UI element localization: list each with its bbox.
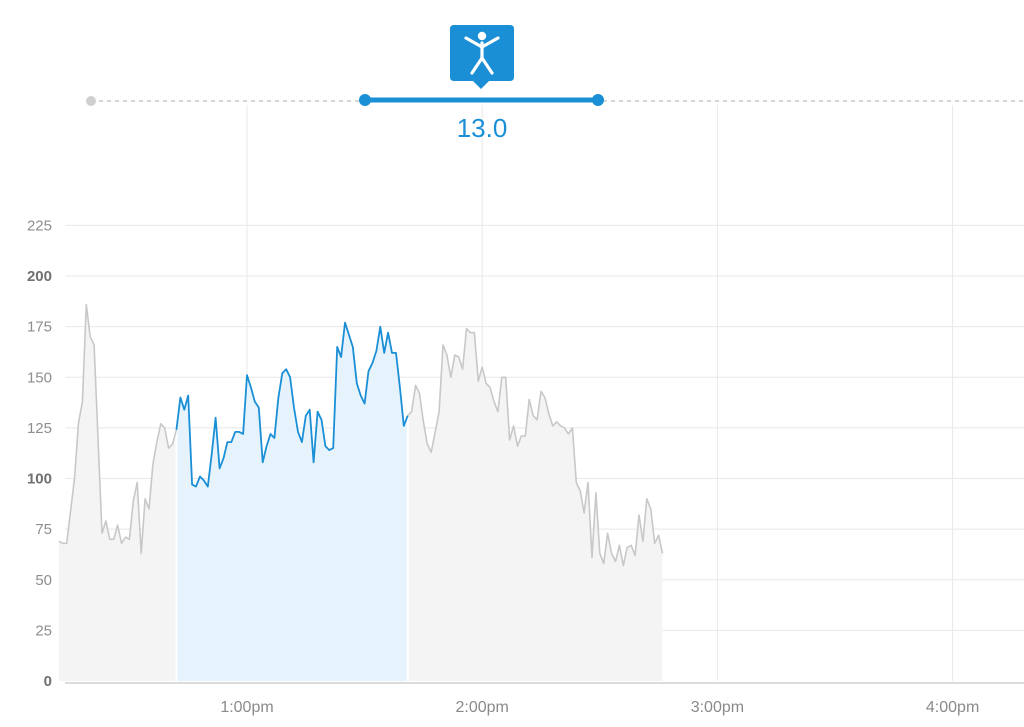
series-line-before [58,303,178,555]
area-after-selection [407,328,663,681]
y-tick-label: 100 [27,471,52,488]
selection-value: 13.0 [457,113,508,143]
activity-marker[interactable] [450,25,514,89]
x-tick-label: 2:00pm [456,699,509,716]
selection-timeline[interactable] [86,94,1024,106]
y-tick-label: 200 [27,268,52,285]
y-tick-label: 25 [35,622,52,639]
selection-start-handle[interactable] [359,94,371,106]
person-activity-icon [464,31,500,75]
x-axis-ticks: 1:00pm 2:00pm 3:00pm 4:00pm [220,699,979,716]
series-line-selected [175,321,409,488]
selection-end-handle[interactable] [592,94,604,106]
y-tick-label: 225 [27,217,52,234]
chart-areas [58,304,663,681]
x-tick-label: 1:00pm [220,699,273,716]
y-tick-label: 150 [27,369,52,386]
y-tick-label: 175 [27,319,52,336]
chart-lines [58,303,664,567]
y-axis-ticks: 0 25 50 75 100 125 150 175 200 225 [27,217,52,690]
y-tick-label: 125 [27,420,52,437]
x-tick-label: 3:00pm [691,699,744,716]
y-tick-label: 0 [44,673,52,690]
y-tick-label: 50 [35,572,52,589]
area-selected [176,322,408,681]
x-tick-label: 4:00pm [926,699,979,716]
series-line-after [407,327,664,567]
area-before-selection [58,304,177,681]
y-tick-label: 75 [35,521,52,538]
timeline-start-dot [86,96,96,106]
